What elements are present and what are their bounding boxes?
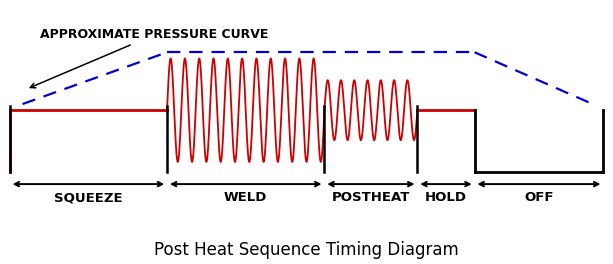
Text: Post Heat Sequence Timing Diagram: Post Heat Sequence Timing Diagram [154,241,459,259]
Text: APPROXIMATE PRESSURE CURVE: APPROXIMATE PRESSURE CURVE [30,28,269,88]
Text: HOLD: HOLD [425,191,467,204]
Text: POSTHEAT: POSTHEAT [332,191,410,204]
Text: SQUEEZE: SQUEEZE [54,191,123,204]
Text: WELD: WELD [224,191,267,204]
Text: OFF: OFF [524,191,554,204]
